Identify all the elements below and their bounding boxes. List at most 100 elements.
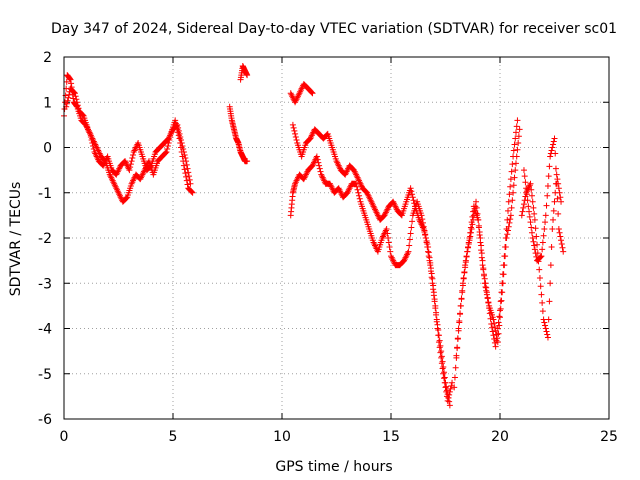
data-point	[177, 139, 184, 146]
data-point	[438, 360, 445, 367]
y-tick-label: 1	[43, 95, 52, 111]
data-point	[507, 183, 514, 190]
data-point	[409, 218, 416, 225]
data-point	[478, 247, 485, 254]
data-point	[462, 257, 469, 264]
y-tick-label: -5	[38, 367, 52, 383]
data-point	[385, 239, 392, 246]
data-point	[177, 144, 184, 151]
data-point	[504, 216, 511, 223]
data-point	[541, 225, 548, 232]
data-point	[183, 173, 190, 180]
data-point	[451, 374, 458, 381]
data-point	[308, 89, 315, 96]
data-point	[545, 173, 552, 180]
data-point	[292, 133, 299, 140]
data-point	[490, 316, 497, 323]
data-point	[127, 164, 134, 171]
data-point	[543, 202, 550, 209]
data-point	[427, 265, 434, 272]
data-point	[542, 322, 549, 329]
data-point	[309, 90, 316, 97]
data-point	[549, 144, 556, 151]
data-point	[497, 305, 504, 312]
data-point	[128, 158, 135, 165]
data-point	[539, 239, 546, 246]
data-point	[519, 208, 526, 215]
data-point	[494, 331, 501, 338]
data-point	[481, 271, 488, 278]
data-point	[163, 149, 170, 156]
data-point	[164, 142, 171, 149]
data-point	[550, 207, 557, 214]
data-point	[184, 165, 191, 172]
data-point	[180, 162, 187, 169]
data-point	[496, 322, 503, 329]
data-point	[480, 266, 487, 273]
data-point	[494, 325, 501, 332]
data-point	[183, 161, 190, 168]
data-point	[525, 203, 532, 210]
data-point	[442, 379, 449, 386]
data-point	[550, 138, 557, 145]
data-point	[66, 91, 73, 98]
data-point	[531, 210, 538, 217]
data-point	[485, 299, 492, 306]
data-point	[530, 238, 537, 245]
data-point	[511, 174, 518, 181]
data-point	[187, 180, 194, 187]
data-point	[503, 225, 510, 232]
data-point	[500, 262, 507, 269]
data-point	[509, 197, 516, 204]
data-point	[64, 97, 71, 104]
data-point	[523, 191, 530, 198]
data-point	[511, 141, 518, 148]
data-point	[317, 168, 324, 175]
data-point	[544, 334, 551, 341]
x-tick-label: 0	[60, 429, 69, 445]
data-point	[435, 339, 442, 346]
data-point	[167, 133, 174, 140]
data-point	[408, 224, 415, 231]
data-point	[522, 179, 529, 186]
chart-title: Day 347 of 2024, Sidereal Day-to-day VTE…	[51, 21, 617, 37]
data-point	[557, 194, 564, 201]
data-point	[475, 224, 482, 231]
data-point	[293, 136, 300, 143]
y-tick-label: 0	[43, 141, 52, 157]
data-point	[439, 358, 446, 365]
data-point	[504, 231, 511, 238]
data-point	[409, 194, 416, 201]
data-point	[502, 235, 509, 241]
data-point	[548, 244, 555, 251]
data-point	[537, 253, 544, 260]
data-point	[466, 235, 473, 241]
data-point	[558, 198, 565, 205]
data-point	[462, 262, 469, 269]
data-point	[530, 204, 537, 211]
data-point	[528, 224, 535, 231]
data-point	[453, 352, 460, 359]
data-point	[79, 112, 86, 119]
data-point	[469, 213, 476, 220]
data-point	[497, 298, 504, 305]
data-point	[63, 100, 70, 107]
data-point	[539, 299, 546, 306]
data-point	[438, 354, 445, 361]
data-point	[429, 275, 436, 282]
data-point	[468, 219, 475, 226]
data-point	[542, 325, 549, 332]
data-point	[538, 291, 545, 298]
data-point	[430, 289, 437, 296]
data-point	[512, 160, 519, 167]
data-point	[422, 231, 429, 238]
data-point	[520, 204, 527, 211]
data-point	[315, 159, 322, 166]
data-point	[127, 161, 134, 168]
data-point	[544, 192, 551, 199]
data-point	[553, 180, 560, 187]
y-tick-label: -3	[38, 276, 52, 292]
data-point	[291, 127, 298, 134]
data-point	[355, 189, 362, 196]
data-point	[446, 402, 453, 409]
